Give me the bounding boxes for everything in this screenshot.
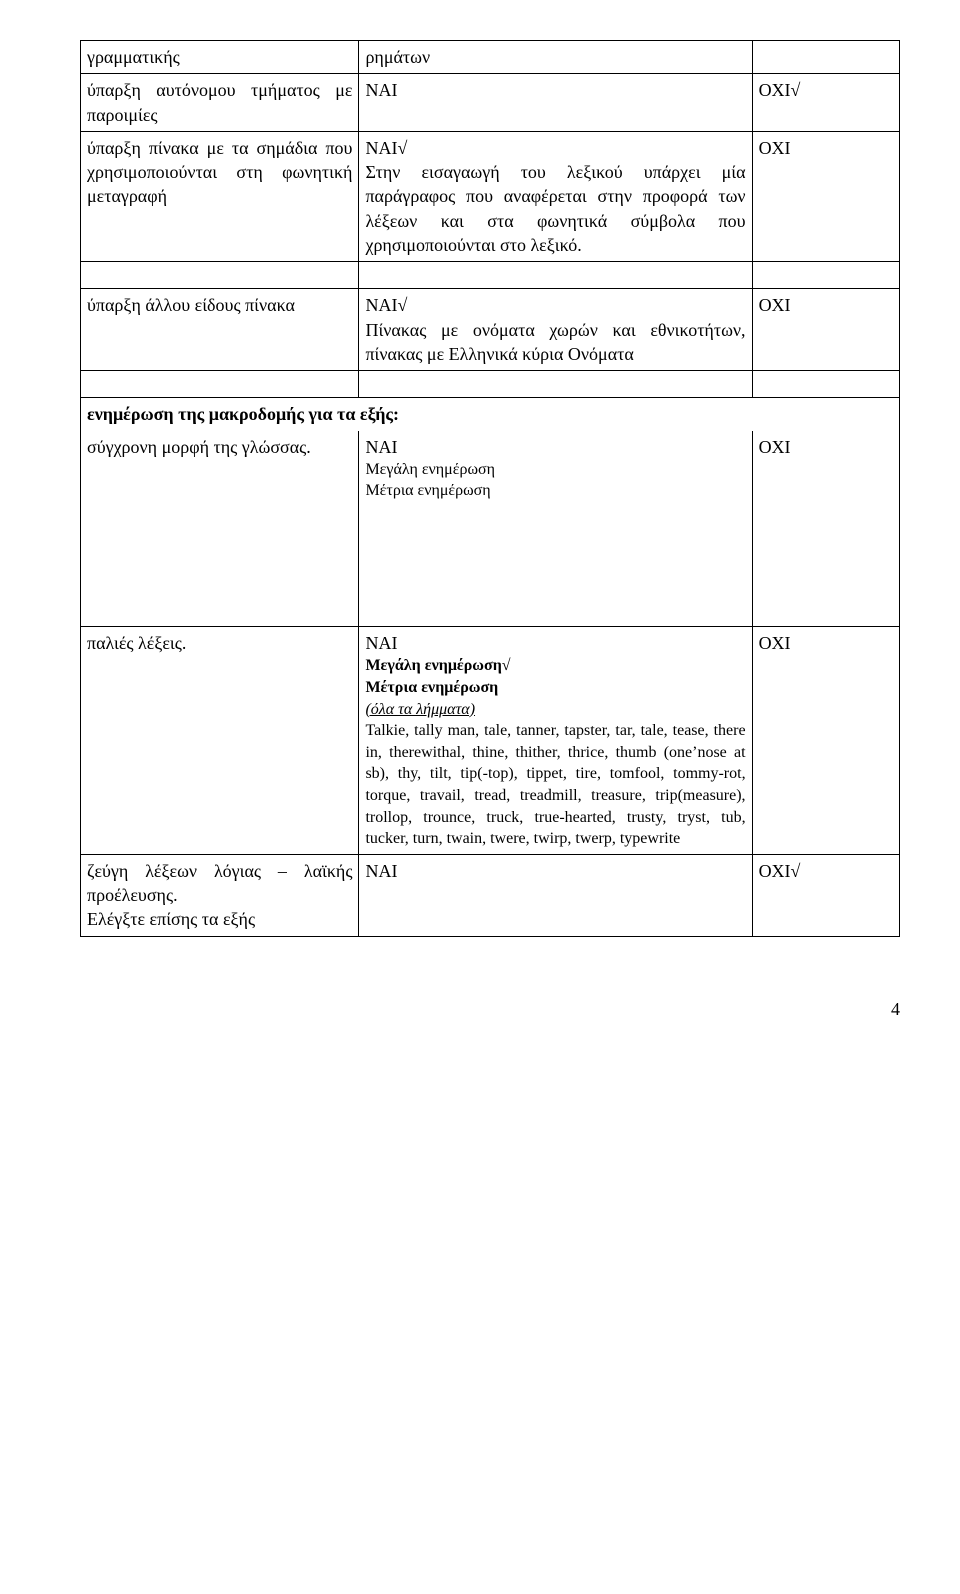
empty-cell [752, 262, 899, 289]
table-row: ύπαρξη πίνακα με τα σημάδια που χρησιμοπ… [81, 131, 900, 261]
cell: ΝΑΙ [359, 854, 752, 936]
table-row: ύπαρξη αυτόνομου τμήματος με παροιμίες Ν… [81, 74, 900, 132]
spacer-row [81, 371, 900, 398]
cell: ΟΧΙ [752, 131, 899, 261]
cell: γραμματικής [81, 41, 359, 74]
cell-line: ΝΑΙ [365, 631, 745, 655]
cell: παλιές λέξεις. [81, 627, 359, 855]
page-number: 4 [80, 997, 900, 1021]
table-row: παλιές λέξεις. ΝΑΙ Μεγάλη ενημέρωση√ Μέτ… [81, 627, 900, 855]
cell: ΝΑΙ√ Πίνακας με ονόματα χωρών και εθνικο… [359, 289, 752, 371]
cell: ΝΑΙ [359, 74, 752, 132]
section-header-row: ενημέρωση της μακροδομής για τα εξής: [81, 398, 900, 431]
main-table: γραμματικής ρημάτων ύπαρξη αυτόνομου τμή… [80, 40, 900, 937]
empty-cell [359, 371, 752, 398]
cell-line: Μεγάλη ενημέρωση [365, 459, 745, 481]
cell-line: (όλα τα λήμματα) [365, 699, 745, 721]
section-label: ενημέρωση της μακροδομής για τα εξής: [87, 404, 399, 424]
spacer [365, 502, 745, 622]
cell-line: Μέτρια ενημέρωση [365, 677, 745, 699]
spacer-row [81, 262, 900, 289]
table-row: ύπαρξη άλλου είδους πίνακα ΝΑΙ√ Πίνακας … [81, 289, 900, 371]
cell: ύπαρξη άλλου είδους πίνακα [81, 289, 359, 371]
cell [752, 41, 899, 74]
cell: ΟΧΙ [752, 431, 899, 627]
cell-line: Talkie, tally man, tale, tanner, tapster… [365, 720, 745, 850]
cell: ΟΧΙ√ [752, 74, 899, 132]
section-header: ενημέρωση της μακροδομής για τα εξής: [81, 398, 900, 431]
cell: ΝΑΙ√ Στην εισαγαωγή του λεξικού υπάρχει … [359, 131, 752, 261]
cell: ΟΧΙ [752, 289, 899, 371]
empty-cell [81, 262, 359, 289]
table-row: γραμματικής ρημάτων [81, 41, 900, 74]
empty-cell [752, 371, 899, 398]
table-row: ζεύγη λέξεων λόγιας – λαϊκής προέλευσης.… [81, 854, 900, 936]
empty-cell [81, 371, 359, 398]
cell: σύγχρονη μορφή της γλώσσας. [81, 431, 359, 627]
empty-cell [359, 262, 752, 289]
table-row: σύγχρονη μορφή της γλώσσας. ΝΑΙ Μεγάλη ε… [81, 431, 900, 627]
cell: ύπαρξη αυτόνομου τμήματος με παροιμίες [81, 74, 359, 132]
cell-line: Μεγάλη ενημέρωση√ [365, 655, 745, 677]
cell: ρημάτων [359, 41, 752, 74]
cell: ΝΑΙ Μεγάλη ενημέρωση√ Μέτρια ενημέρωση (… [359, 627, 752, 855]
cell-line: Μέτρια ενημέρωση [365, 480, 745, 502]
cell: ύπαρξη πίνακα με τα σημάδια που χρησιμοπ… [81, 131, 359, 261]
cell: ΝΑΙ Μεγάλη ενημέρωση Μέτρια ενημέρωση [359, 431, 752, 627]
cell: ΟΧΙ√ [752, 854, 899, 936]
cell: ζεύγη λέξεων λόγιας – λαϊκής προέλευσης.… [81, 854, 359, 936]
cell-line: ΝΑΙ [365, 435, 745, 459]
cell: ΟΧΙ [752, 627, 899, 855]
